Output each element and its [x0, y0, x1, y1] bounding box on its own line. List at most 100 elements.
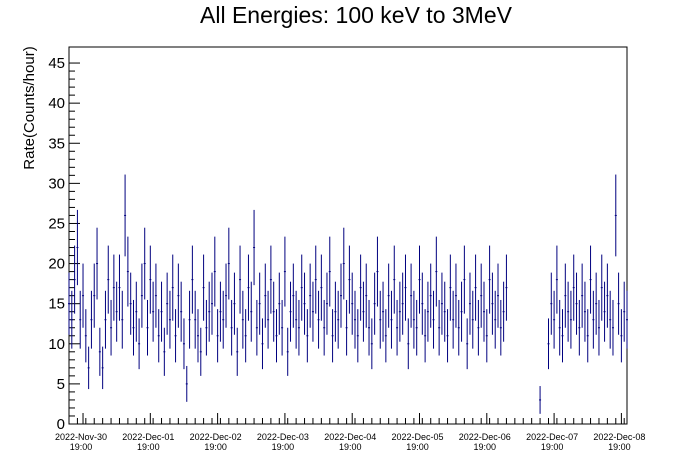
data-point [328, 236, 331, 307]
y-tick-label: 25 [48, 215, 65, 232]
data-point [166, 272, 169, 335]
x-tick-date: 2022-Dec-06 [459, 432, 511, 442]
data-point [365, 263, 368, 328]
data-point [219, 281, 222, 342]
x-tick-time: 19:00 [406, 442, 429, 452]
data-point [253, 209, 256, 286]
data-point [351, 272, 354, 335]
data-point [84, 309, 87, 363]
data-point [213, 236, 216, 307]
data-point [118, 254, 121, 321]
data-point [440, 272, 443, 335]
data-point [505, 254, 508, 321]
data-layer [68, 174, 628, 414]
data-point [283, 236, 286, 307]
data-point [611, 299, 614, 356]
data-point [76, 209, 79, 286]
data-point [171, 254, 174, 321]
data-point [132, 299, 135, 356]
data-point [376, 236, 379, 307]
data-point [539, 386, 542, 414]
x-tick-date: 2022-Dec-07 [526, 432, 578, 442]
data-point [149, 245, 152, 314]
data-point [429, 263, 432, 328]
data-point [247, 254, 250, 321]
data-point [603, 281, 606, 342]
data-point [620, 309, 623, 363]
data-point [320, 254, 323, 321]
data-point [126, 236, 129, 307]
data-point [314, 245, 317, 314]
data-point [449, 254, 452, 321]
data-point [454, 263, 457, 328]
y-tick-label: 45 [48, 55, 65, 72]
data-point [317, 290, 320, 349]
data-point [567, 281, 570, 342]
data-point [412, 290, 415, 349]
data-point [558, 299, 561, 356]
data-point [407, 318, 410, 370]
data-point [230, 299, 233, 356]
y-tick-label: 20 [48, 256, 65, 273]
data-point [79, 290, 82, 349]
data-point [583, 281, 586, 342]
data-point [182, 318, 185, 370]
data-point [415, 299, 418, 356]
data-point [600, 254, 603, 321]
data-point [107, 245, 110, 314]
x-tick-date: 2022-Dec-08 [593, 432, 645, 442]
x-tick-time: 19:00 [608, 442, 631, 452]
data-point [143, 227, 146, 300]
data-point [281, 299, 284, 356]
data-point [564, 263, 567, 328]
data-point [98, 327, 101, 376]
x-tick-date: 2022-Dec-05 [391, 432, 443, 442]
data-point [480, 263, 483, 328]
data-point [311, 281, 314, 342]
data-point [575, 272, 578, 335]
data-point [152, 281, 155, 342]
data-point [578, 299, 581, 356]
data-point [550, 272, 553, 335]
data-point [272, 281, 275, 342]
data-point [337, 290, 340, 349]
x-tick-time: 19:00 [137, 442, 160, 452]
data-point [418, 245, 421, 314]
data-point [463, 245, 466, 314]
data-point [485, 309, 488, 363]
data-point [191, 245, 194, 314]
data-point [104, 290, 107, 349]
data-point [393, 245, 396, 314]
data-point [494, 290, 497, 349]
data-point [468, 272, 471, 335]
data-point [435, 236, 438, 307]
chart-title: All Energies: 100 keV to 3MeV [200, 2, 513, 28]
data-point [112, 254, 115, 321]
y-axis-label: Rate(Counts/hour) [21, 46, 38, 169]
x-tick-time: 19:00 [204, 442, 227, 452]
data-point [457, 299, 460, 356]
y-tick-label: 35 [48, 135, 65, 152]
data-point [216, 309, 219, 363]
data-point [255, 299, 258, 356]
data-point [101, 346, 104, 390]
data-point [185, 365, 188, 402]
data-point [499, 299, 502, 356]
data-point [70, 290, 73, 349]
data-point [482, 281, 485, 342]
x-tick-time: 19:00 [474, 442, 497, 452]
data-point [617, 272, 620, 335]
x-tick-date: 2022-Dec-04 [324, 432, 376, 442]
data-point [597, 299, 600, 356]
data-point [250, 281, 253, 342]
data-point [606, 263, 609, 328]
data-point [194, 290, 197, 349]
data-point [477, 299, 480, 356]
data-point [339, 263, 342, 328]
y-tick-label: 40 [48, 95, 65, 112]
data-point [124, 174, 127, 257]
data-point [73, 245, 76, 314]
data-point [244, 309, 247, 363]
data-point [199, 327, 202, 376]
data-point [154, 263, 157, 328]
